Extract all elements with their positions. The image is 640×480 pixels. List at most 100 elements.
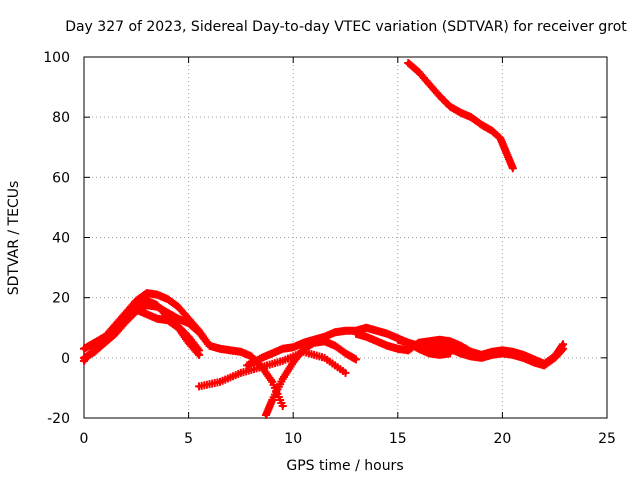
data-point <box>437 94 442 99</box>
y-tick-label: 20 <box>52 291 70 307</box>
y-axis-label: SDTVAR / TECUs <box>6 181 22 296</box>
data-point <box>343 370 348 375</box>
data-point <box>437 337 442 342</box>
data-point <box>498 136 503 141</box>
data-point <box>510 166 515 171</box>
data-point <box>228 348 233 353</box>
data-point <box>427 345 432 350</box>
data-point <box>134 304 139 309</box>
data-point <box>301 346 306 351</box>
data-point <box>217 346 222 351</box>
data-point <box>155 303 160 308</box>
data-point <box>448 339 453 344</box>
data-point <box>416 70 421 75</box>
series-arc-1 <box>80 289 287 410</box>
data-point <box>427 339 432 344</box>
x-tick-label: 20 <box>493 431 511 447</box>
data-point <box>406 340 411 345</box>
x-axis-label: GPS time / hours <box>286 458 403 474</box>
data-point <box>374 339 379 344</box>
data-point <box>144 312 149 317</box>
data-point <box>469 354 474 359</box>
data-point <box>500 351 505 356</box>
ticks: 0 5 10 15 20 25 -20 0 20 40 60 80 100 <box>43 50 616 447</box>
data-point <box>427 82 432 87</box>
data-point <box>353 357 358 362</box>
data-point <box>280 346 285 351</box>
data-point <box>406 348 411 353</box>
data-point <box>264 412 269 417</box>
data-point <box>197 330 202 335</box>
x-tick-label: 0 <box>80 431 89 447</box>
data-point <box>395 337 400 342</box>
data-point <box>427 351 432 356</box>
data-point <box>437 352 442 357</box>
data-point <box>353 331 358 336</box>
data-point <box>280 376 285 381</box>
data-point <box>259 355 264 360</box>
data-point <box>312 337 317 342</box>
data-point <box>364 334 369 339</box>
data-point <box>552 355 557 360</box>
series-markers <box>80 289 287 410</box>
data-point <box>343 328 348 333</box>
data-point <box>521 355 526 360</box>
data-point <box>280 358 285 363</box>
data-point <box>155 292 160 297</box>
data-point <box>102 337 107 342</box>
y-tick-label: 0 <box>61 351 70 367</box>
data-point <box>270 397 275 402</box>
data-point <box>489 352 494 357</box>
data-point <box>364 325 369 330</box>
data-point <box>561 346 566 351</box>
data-point <box>458 343 463 348</box>
data-point <box>144 291 149 296</box>
data-point <box>270 379 275 384</box>
data-point <box>144 298 149 303</box>
data-point <box>82 358 86 363</box>
data-point <box>259 364 264 369</box>
data-point <box>207 343 212 348</box>
series-markers <box>80 296 204 365</box>
data-point <box>176 304 181 309</box>
data-point <box>82 346 86 351</box>
data-point <box>123 318 128 323</box>
data-point <box>448 346 453 351</box>
data-point <box>479 122 484 127</box>
data-point <box>333 343 338 348</box>
data-point <box>165 297 170 302</box>
x-tick-label: 10 <box>284 431 302 447</box>
data-point <box>333 330 338 335</box>
data-point <box>385 331 390 336</box>
data-point <box>395 346 400 351</box>
data-point <box>437 345 442 350</box>
data-point <box>489 128 494 133</box>
data-point <box>448 104 453 109</box>
data-series <box>80 59 568 419</box>
data-point <box>542 363 547 368</box>
data-point <box>343 351 348 356</box>
y-tick-label: 40 <box>52 231 70 247</box>
data-point <box>504 151 509 156</box>
series-arc-9 <box>393 335 568 370</box>
y-tick-label: 100 <box>43 50 70 66</box>
data-point <box>197 348 202 353</box>
data-point <box>245 363 250 368</box>
x-tick-label: 5 <box>184 431 193 447</box>
data-point <box>458 351 463 356</box>
data-point <box>458 110 463 115</box>
data-point <box>322 334 327 339</box>
y-tick-label: 80 <box>52 110 70 126</box>
data-point <box>291 345 296 350</box>
data-point <box>416 343 421 348</box>
data-point <box>291 360 296 365</box>
data-point <box>270 351 275 356</box>
x-tick-label: 15 <box>389 431 407 447</box>
data-point <box>374 328 379 333</box>
data-point <box>113 327 118 332</box>
y-tick-label: 60 <box>52 170 70 186</box>
data-point <box>469 115 474 120</box>
data-point <box>531 360 536 365</box>
data-point <box>479 355 484 360</box>
data-point <box>249 354 254 359</box>
